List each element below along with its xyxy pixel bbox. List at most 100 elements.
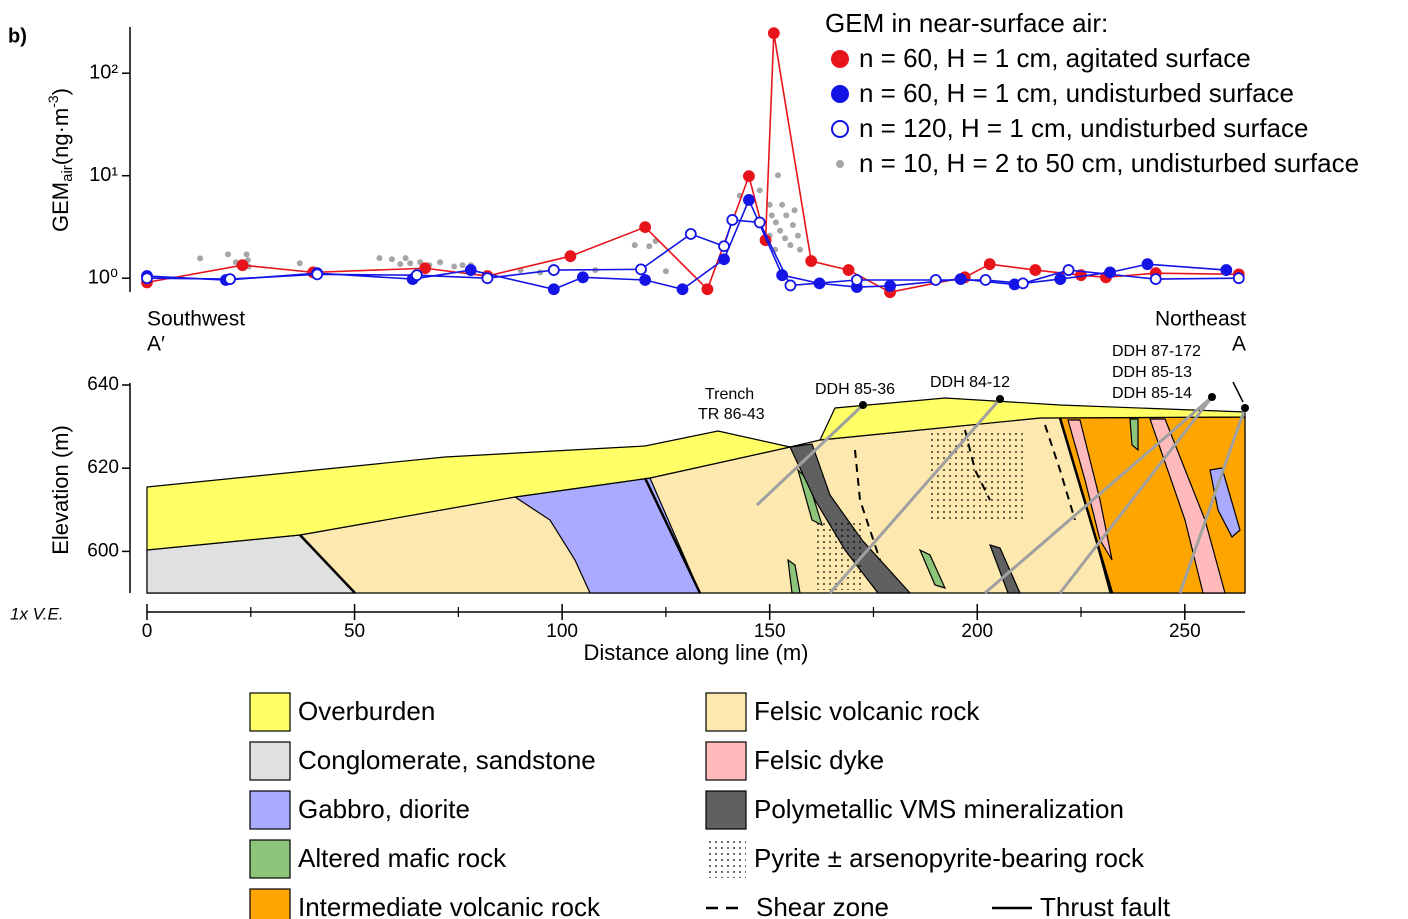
annotation: DDH 84-12: [930, 374, 1010, 391]
data-point: [407, 260, 413, 266]
data-point: [646, 243, 652, 249]
annotation: DDH 85-36: [815, 381, 895, 398]
legend-item: n = 10, H = 2 to 50 cm, undisturbed surf…: [825, 146, 1395, 181]
panel-label: b): [8, 25, 27, 47]
data-point: [1064, 265, 1074, 275]
data-point: [578, 272, 588, 282]
x-tick-label: 50: [344, 621, 365, 642]
legend-title: GEM in near-surface air:: [825, 6, 1395, 41]
data-point: [389, 256, 395, 262]
annotation: A: [1232, 333, 1246, 356]
data-point: [985, 259, 995, 269]
annotation: TR 86-43: [698, 406, 765, 423]
annotation: Southwest: [147, 308, 245, 331]
y-tick-label: 620: [87, 457, 119, 478]
data-point: [702, 284, 712, 294]
data-point: [783, 212, 789, 218]
annotation: A′: [147, 333, 165, 356]
data-point: [1151, 274, 1161, 284]
data-point: [744, 195, 754, 205]
annotation: DDH 85-14: [1112, 385, 1192, 402]
legend-marker: [825, 44, 855, 74]
data-point: [549, 284, 559, 294]
data-point: [297, 260, 303, 266]
data-point: [782, 235, 788, 241]
data-point: [785, 280, 795, 290]
x-tick-label: 200: [961, 621, 993, 642]
data-point: [565, 251, 575, 261]
data-point: [451, 264, 457, 270]
data-point: [640, 275, 650, 285]
data-point: [757, 187, 763, 193]
data-point: [632, 242, 638, 248]
data-point: [1221, 265, 1231, 275]
data-point: [769, 28, 779, 38]
data-point: [744, 171, 754, 181]
data-point: [686, 229, 696, 239]
data-point: [852, 275, 862, 285]
data-point: [795, 233, 801, 239]
ve-label: 1x V.E.: [10, 604, 64, 623]
data-point: [787, 242, 793, 248]
x-tick-label: 250: [1169, 621, 1201, 642]
data-point: [142, 273, 152, 283]
data-point: [549, 265, 559, 275]
legend-item: n = 60, H = 1 cm, agitated surface: [825, 41, 1395, 76]
data-point: [779, 202, 785, 208]
annotation: DDH 87-172: [1112, 343, 1201, 360]
legend-item: n = 120, H = 1 cm, undisturbed surface: [825, 111, 1395, 146]
data-point: [1105, 267, 1115, 277]
data-point: [225, 251, 231, 257]
data-point: [777, 228, 783, 234]
y-tick-label: 640: [87, 374, 119, 395]
data-point: [1055, 274, 1065, 284]
data-point: [931, 275, 941, 285]
data-point: [636, 264, 646, 274]
data-point: [376, 255, 382, 261]
legend-marker: [825, 79, 855, 109]
data-point: [459, 262, 465, 268]
x-tick-label: 0: [142, 621, 153, 642]
data-point: [1018, 278, 1028, 288]
legend-label: n = 10, H = 2 to 50 cm, undisturbed surf…: [859, 146, 1359, 181]
data-point: [956, 274, 966, 284]
data-point: [412, 270, 422, 280]
data-point: [663, 268, 669, 274]
data-point: [197, 255, 203, 261]
data-point: [775, 172, 781, 178]
data-point: [806, 256, 816, 266]
data-point: [755, 217, 765, 227]
data-point: [719, 241, 729, 251]
y-axis-label: GEMair(ng·m-3): [45, 88, 76, 232]
y-tick-label: 10²: [89, 61, 118, 83]
data-point: [403, 255, 409, 261]
legend: GEM in near-surface air:n = 60, H = 1 cm…: [825, 6, 1395, 181]
annotation: Northeast: [1155, 308, 1246, 331]
x-axis-label: Distance along line (m): [584, 640, 809, 665]
data-point: [769, 212, 775, 218]
annotations: Southwest A′ Northeast A: [147, 308, 1246, 356]
data-point: [237, 260, 247, 270]
data-point: [727, 215, 737, 225]
data-point: [797, 247, 803, 253]
data-point: [312, 269, 322, 279]
legend-label: n = 60, H = 1 cm, agitated surface: [859, 41, 1251, 76]
data-point: [1030, 265, 1040, 275]
legend-marker: [825, 149, 855, 179]
data-point: [225, 274, 235, 284]
data-point: [719, 254, 729, 264]
data-point: [773, 219, 779, 225]
legend-label: n = 120, H = 1 cm, undisturbed surface: [859, 111, 1308, 146]
x-tick-label: 100: [546, 621, 578, 642]
data-point: [244, 251, 250, 257]
legend-item: n = 60, H = 1 cm, undisturbed surface: [825, 76, 1395, 111]
data-point: [437, 259, 443, 265]
data-point: [1142, 259, 1152, 269]
y-tick-label: 600: [87, 540, 119, 561]
y-tick-label: 10⁰: [88, 266, 118, 288]
data-point: [678, 284, 688, 294]
data-point: [482, 273, 492, 283]
annotation: DDH 85-13: [1112, 364, 1192, 381]
data-point: [981, 275, 991, 285]
y-tick-label: 10¹: [89, 164, 118, 186]
